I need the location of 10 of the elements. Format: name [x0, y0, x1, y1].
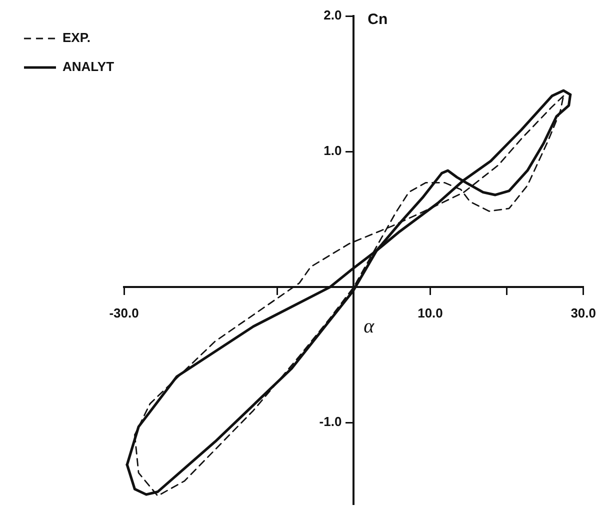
legend-label: EXP. [62, 30, 90, 46]
legend-label: ANALYT [62, 59, 114, 74]
x-axis-title: α [364, 315, 375, 338]
y-axis-title: Cn [368, 11, 388, 28]
y-tick-label: -1.0 [319, 414, 342, 430]
x-tick-label: 10.0 [418, 305, 443, 320]
y-tick-label: 2.0 [324, 8, 342, 23]
x-tick-label: 30.0 [570, 305, 596, 320]
y-tick-label: 1.0 [324, 143, 342, 158]
x-tick-label: -30.0 [109, 305, 139, 320]
